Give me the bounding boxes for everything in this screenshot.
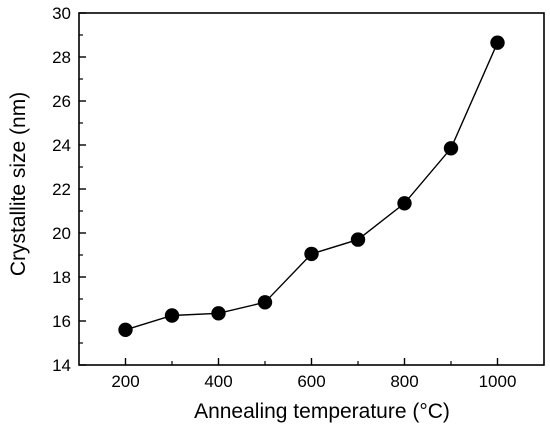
- y-tick-label: 14: [52, 356, 71, 375]
- y-tick-label: 26: [52, 92, 71, 111]
- data-point: [304, 246, 319, 262]
- data-point: [211, 306, 226, 321]
- data-point: [397, 196, 412, 211]
- data-points: [118, 35, 505, 337]
- series-line: [125, 42, 499, 331]
- x-tick-label: 600: [297, 372, 325, 391]
- y-ticks: 14 16 18 20 22 24 26 28 30: [52, 4, 86, 375]
- x-tick-label: 400: [204, 372, 232, 391]
- y-tick-label: 28: [52, 48, 71, 67]
- plot-frame: [78, 12, 545, 366]
- y-axis-title: Crystallite size (nm): [7, 92, 30, 276]
- y-tick-label: 22: [52, 180, 71, 199]
- plot-frame-group: [78, 12, 545, 366]
- y-tick-label: 24: [52, 136, 71, 155]
- x-tick-label: 200: [111, 372, 139, 391]
- data-point: [350, 232, 366, 247]
- data-point: [443, 141, 459, 156]
- x-tick-label: 1000: [479, 372, 517, 391]
- data-point: [490, 35, 505, 50]
- data-point: [164, 308, 180, 323]
- x-ticks: 200 400 600 800 1000: [111, 358, 516, 391]
- data-point: [118, 322, 133, 337]
- data-point: [257, 295, 273, 310]
- y-tick-label: 16: [52, 312, 71, 331]
- y-tick-label: 30: [52, 4, 71, 23]
- y-tick-label: 20: [52, 224, 71, 243]
- y-tick-label: 18: [52, 268, 71, 287]
- x-tick-label: 800: [390, 372, 418, 391]
- data-line-group: [125, 42, 499, 331]
- x-axis-title: Annealing temperature (°C): [194, 400, 450, 423]
